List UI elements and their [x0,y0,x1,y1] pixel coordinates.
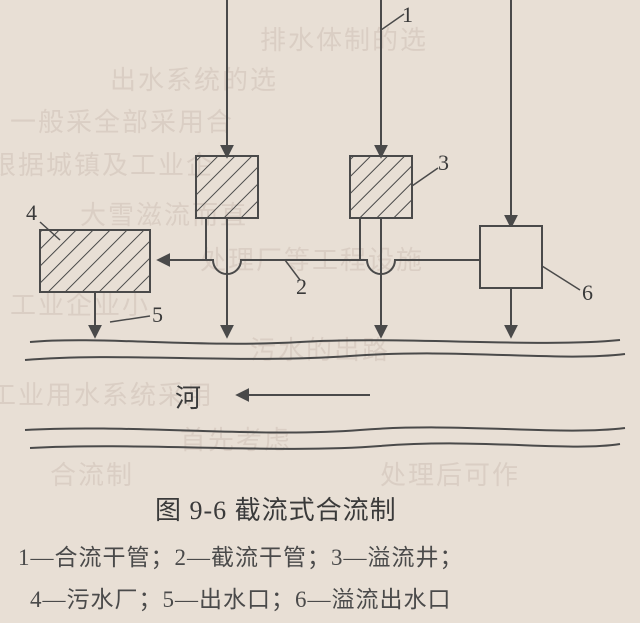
overflow-drops [227,218,511,336]
label-2: 2 [296,274,307,300]
legend-line-1: 1—合流干管；2—截流干管；3—溢流井； [18,538,464,572]
interceptor-trunk [159,260,480,274]
sewage-plant [40,230,150,292]
label-4: 4 [26,200,37,226]
diagram-svg [0,0,640,623]
well-drop-connectors [206,218,360,260]
legend-line-2: 4—污水厂；5—出水口；6—溢流出水口 [30,580,452,614]
label-6: 6 [582,280,593,306]
river-label: 河 [175,378,203,415]
figure-caption: 图 9-6 截流式合流制 [155,490,397,527]
label-5: 5 [152,302,163,328]
river [25,340,625,449]
label-3: 3 [438,150,449,176]
overflow-well-left [196,156,258,218]
overflow-outlet-box [480,226,542,288]
overflow-well-right [350,156,412,218]
label-1: 1 [402,2,413,28]
